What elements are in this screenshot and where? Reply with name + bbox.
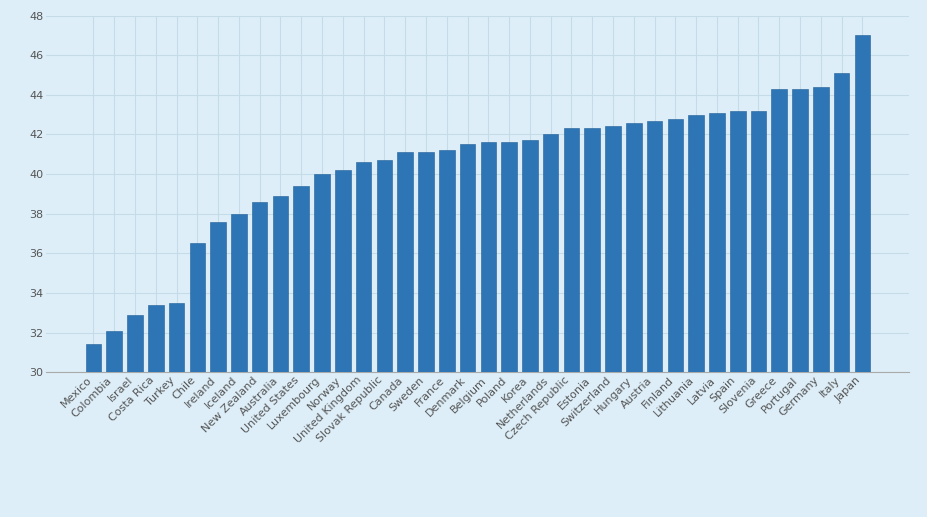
Bar (231, 214, 247, 372)
Bar (376, 160, 392, 372)
Bar (708, 113, 724, 372)
Bar (522, 140, 537, 372)
Bar (792, 89, 807, 372)
Bar (251, 202, 267, 372)
Bar (750, 111, 766, 372)
Bar (563, 129, 578, 372)
Bar (127, 315, 143, 372)
Bar (854, 35, 870, 372)
Bar (730, 111, 744, 372)
Bar (314, 174, 329, 372)
Bar (107, 331, 121, 372)
Bar (85, 344, 101, 372)
Bar (210, 222, 225, 372)
Bar (646, 120, 662, 372)
Bar (501, 142, 516, 372)
Bar (688, 115, 704, 372)
Bar (812, 87, 828, 372)
Bar (169, 303, 184, 372)
Bar (273, 196, 288, 372)
Bar (147, 305, 163, 372)
Bar (542, 134, 558, 372)
Bar (584, 129, 600, 372)
Bar (480, 142, 496, 372)
Bar (833, 73, 848, 372)
Bar (667, 118, 682, 372)
Bar (335, 170, 350, 372)
Bar (293, 186, 309, 372)
Bar (438, 150, 454, 372)
Bar (604, 127, 620, 372)
Bar (355, 162, 371, 372)
Bar (397, 152, 413, 372)
Bar (626, 123, 641, 372)
Bar (189, 244, 205, 372)
Bar (459, 144, 475, 372)
Bar (418, 152, 433, 372)
Bar (770, 89, 786, 372)
